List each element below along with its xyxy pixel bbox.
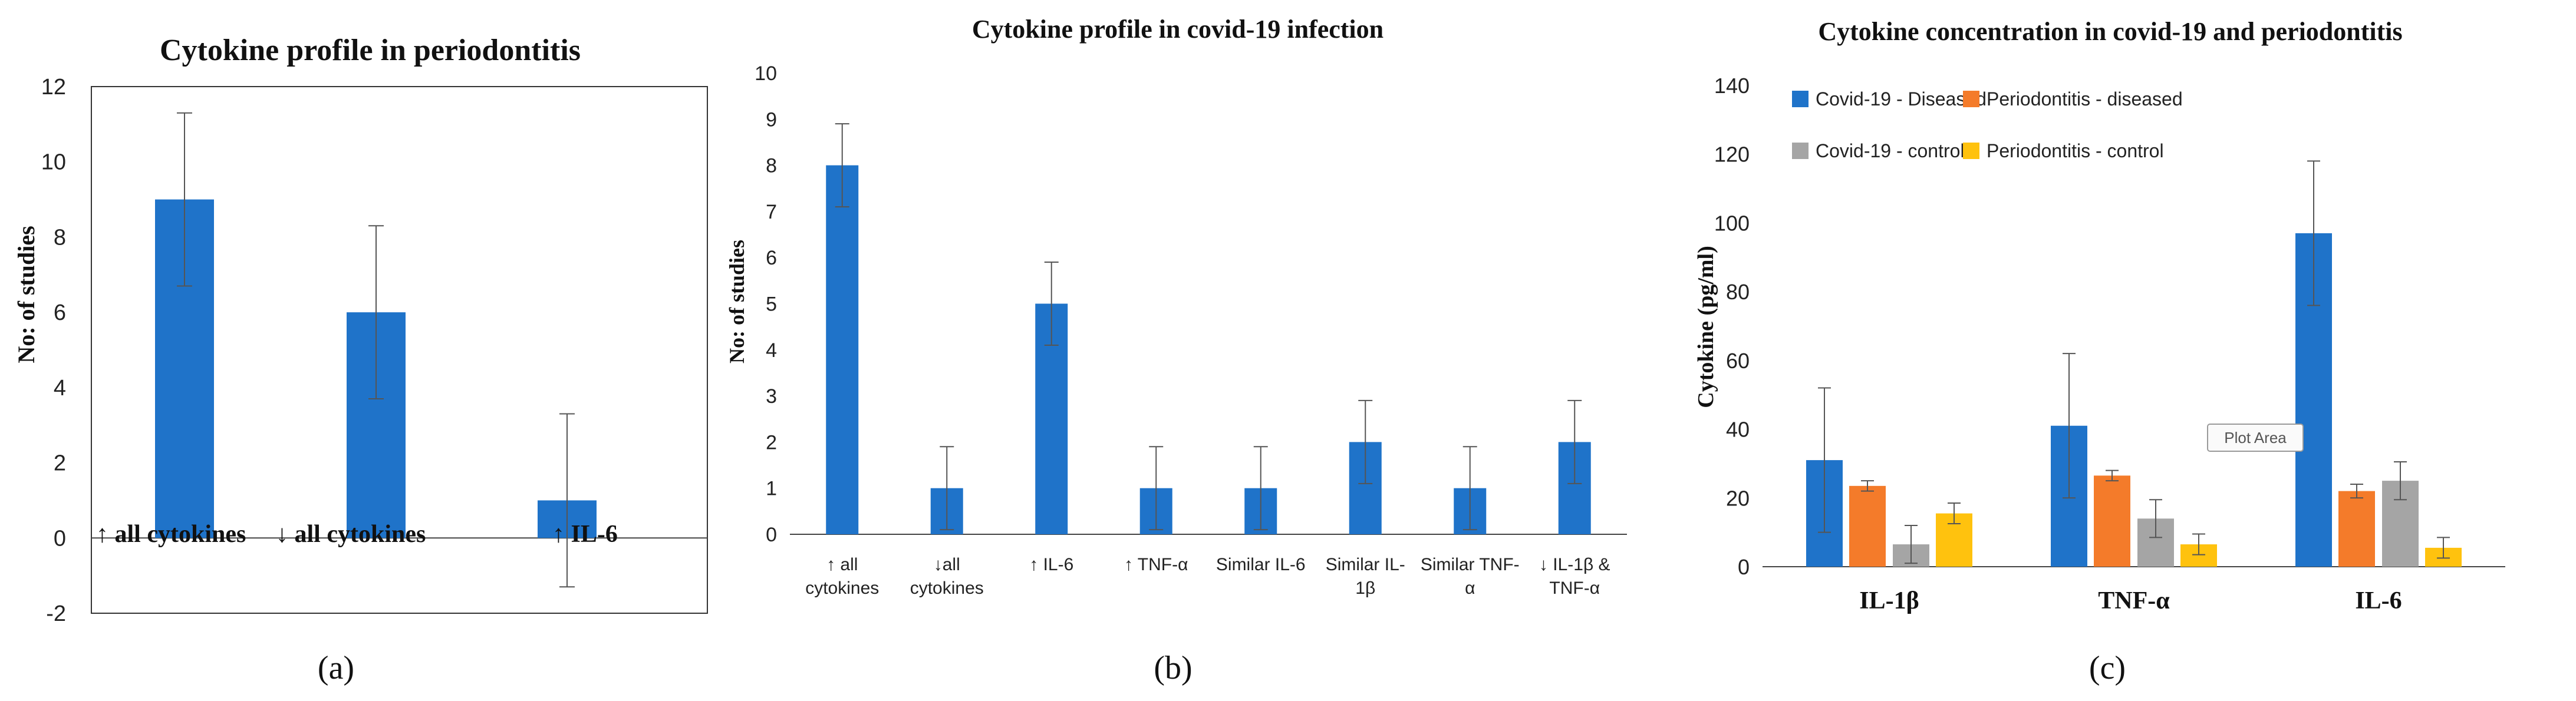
chart-a-ytick: 0 (54, 526, 66, 551)
chart-b-bar (826, 165, 859, 535)
chart-c-bar-orange (2094, 475, 2130, 567)
panel-c: Cytokine concentration in covid-19 and p… (1694, 17, 2505, 686)
chart-a-ytick: 10 (41, 150, 66, 175)
chart-c-bar-orange (1849, 485, 1886, 567)
legend-swatch-orange (1963, 91, 1979, 107)
chart-a-categories: ↑ all cytokines ↓ all cytokines ↑ IL-6 (96, 521, 618, 548)
chart-b-category-label: ↓ IL-1β & (1539, 555, 1610, 574)
chart-b-ytick: 1 (766, 478, 777, 500)
chart-b-ytick: 2 (766, 431, 777, 454)
chart-c-legend: Covid-19 - Diseased Periodontitis - disea… (1792, 88, 2183, 161)
chart-b-panel-label: (b) (1154, 650, 1192, 686)
chart-a-ylabel: No: of studies (13, 226, 39, 363)
legend-label: Covid-19 - control (1816, 140, 1965, 161)
plot-area-tooltip-box (2207, 424, 2304, 452)
chart-b-category-label: 1β (1355, 578, 1375, 598)
legend-swatch-blue (1792, 91, 1809, 107)
chart-c-category-label: IL-6 (2355, 587, 2402, 614)
chart-c-ytick: 120 (1714, 143, 1750, 167)
chart-b-category-label: ↑ IL-6 (1029, 555, 1073, 574)
chart-a-ytick: 4 (54, 376, 66, 401)
chart-c-errors (1818, 160, 2450, 564)
chart-a-title: Cytokine profile in periodontitis (160, 34, 581, 67)
chart-c-yticks: 0 20 40 60 80 100 120 140 (1714, 74, 2505, 579)
chart-a-panel-label: (a) (318, 650, 354, 686)
chart-b-categories: ↑ all cytokines ↓all cytokines ↑ IL-6 ↑ TNF-α… (805, 555, 1610, 598)
chart-c-ytick: 40 (1726, 418, 1750, 442)
legend-label: Periodontitis - control (1987, 140, 2164, 161)
chart-b-category-label: ↑ all (826, 555, 858, 574)
chart-a-category-label: ↑ all cytokines (96, 521, 246, 548)
chart-a-frame (91, 86, 708, 614)
chart-a-category-label: ↑ IL-6 (552, 521, 618, 548)
plot-area-tooltip: Plot Area (2207, 424, 2304, 452)
chart-b-ytick: 5 (766, 293, 777, 316)
chart-c-ytick: 20 (1726, 486, 1750, 510)
chart-b-ytick: 8 (766, 155, 777, 177)
chart-c-category-label: IL-1β (1859, 587, 1919, 614)
chart-b-bars (826, 165, 1591, 535)
chart-c-category-label: TNF-α (2098, 587, 2170, 614)
legend-label: Periodontitis - diseased (1987, 88, 2183, 110)
chart-b-category-label: cytokines (805, 578, 879, 598)
chart-a-bars (155, 199, 597, 538)
legend-swatch-yellow (1963, 143, 1979, 159)
chart-a-ytick: 6 (54, 300, 66, 325)
chart-b-ytick: 7 (766, 201, 777, 223)
chart-a-ytick: 2 (54, 451, 66, 476)
chart-b-ytick: 10 (755, 62, 777, 85)
chart-b-ytick: 9 (766, 108, 777, 131)
chart-a-category-label: ↓ all cytokines (276, 521, 426, 548)
chart-b-category-label: α (1465, 578, 1475, 598)
chart-c-title: Cytokine concentration in covid-19 and p… (1818, 17, 2402, 46)
chart-a-ytick: 8 (54, 225, 66, 250)
chart-b-category-label: Similar IL- (1326, 555, 1405, 574)
plot-area-tooltip-text: Plot Area (2224, 429, 2287, 447)
chart-c-ytick: 0 (1738, 555, 1750, 579)
chart-b-ytick: 6 (766, 247, 777, 269)
chart-b-category-label: Similar TNF- (1421, 555, 1520, 574)
chart-c-ytick: 80 (1726, 280, 1750, 304)
panel-a: Cytokine profile in periodontitis No: of… (13, 34, 708, 686)
chart-b-ylabel: No: of studies (725, 240, 749, 363)
chart-c-ytick: 140 (1714, 74, 1750, 98)
chart-b-category-label: cytokines (910, 578, 984, 598)
chart-b-title: Cytokine profile in covid-19 infection (972, 15, 1383, 44)
chart-c-ylabel: Cytokine (pg/ml) (1694, 246, 1718, 408)
chart-c-ytick: 60 (1726, 349, 1750, 373)
chart-a-ytick: 12 (41, 75, 66, 100)
chart-b-category-label: ↓all (934, 555, 960, 574)
chart-b-ytick: 0 (766, 524, 777, 546)
chart-a-errors (177, 112, 575, 588)
chart-b-category-label: TNF-α (1549, 578, 1600, 598)
legend-label: Covid-19 - Diseased (1816, 88, 1987, 110)
panel-b: Cytokine profile in covid-19 infection N… (725, 15, 1627, 686)
chart-c-categories: IL-1β TNF-α IL-6 (1859, 587, 2402, 614)
chart-c-bar-orange (2338, 491, 2375, 567)
chart-b-category-label: ↑ TNF-α (1124, 555, 1188, 574)
chart-a-yticks: -2 0 2 4 6 8 10 12 (41, 75, 707, 626)
chart-c-bars (1806, 233, 2462, 567)
legend-swatch-gray (1792, 143, 1809, 159)
chart-c-panel-label: (c) (2089, 650, 2126, 686)
chart-c-ytick: 100 (1714, 211, 1750, 235)
chart-b-category-label: Similar IL-6 (1216, 555, 1306, 574)
chart-b-yticks: 0 1 2 3 4 5 6 7 8 9 10 (755, 62, 1627, 546)
chart-b-ytick: 4 (766, 339, 777, 362)
chart-a-ytick: -2 (46, 601, 66, 626)
chart-b-ytick: 3 (766, 385, 777, 408)
chart-b-errors (835, 123, 1582, 531)
